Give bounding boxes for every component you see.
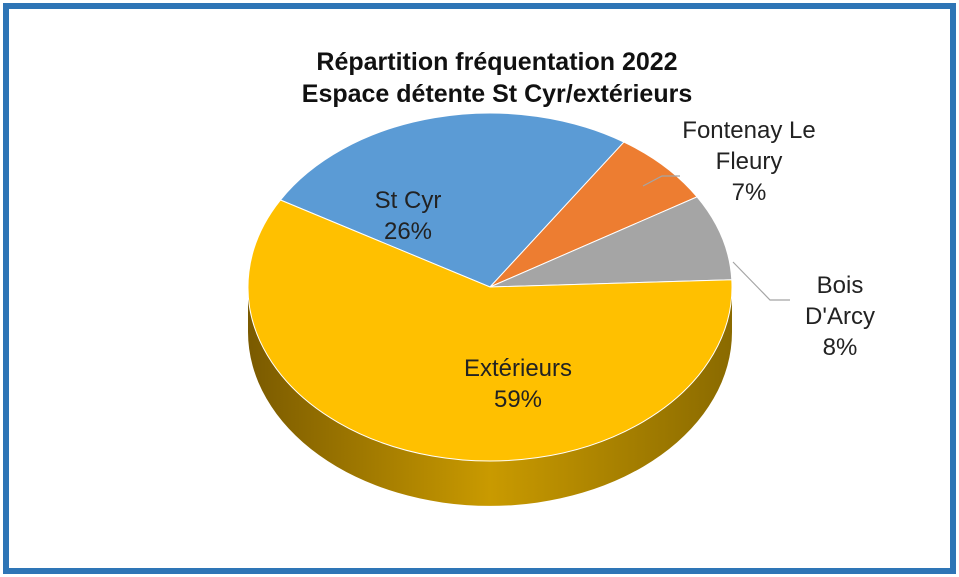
slice-value: 8% [822,334,858,361]
leader-line [642,175,680,187]
slice-value: 59% [493,386,543,413]
slice-label: Fontenay Le Fleury [682,117,816,175]
slice-label: St Cyr [374,187,442,214]
slice-label: Bois D'Arcy [805,272,875,330]
chart-title: Répartition fréquentation 2022 [316,48,678,76]
slice [247,199,733,462]
slice-value: 26% [383,218,433,245]
slice [489,141,698,288]
chart-title: Espace détente St Cyr/extérieurs [301,80,693,108]
slice [279,112,625,288]
slice-value: 7% [731,179,767,206]
leader-line [732,261,790,301]
slice-side [248,287,732,506]
slice [489,196,733,288]
slice-label: Extérieurs [463,355,573,382]
